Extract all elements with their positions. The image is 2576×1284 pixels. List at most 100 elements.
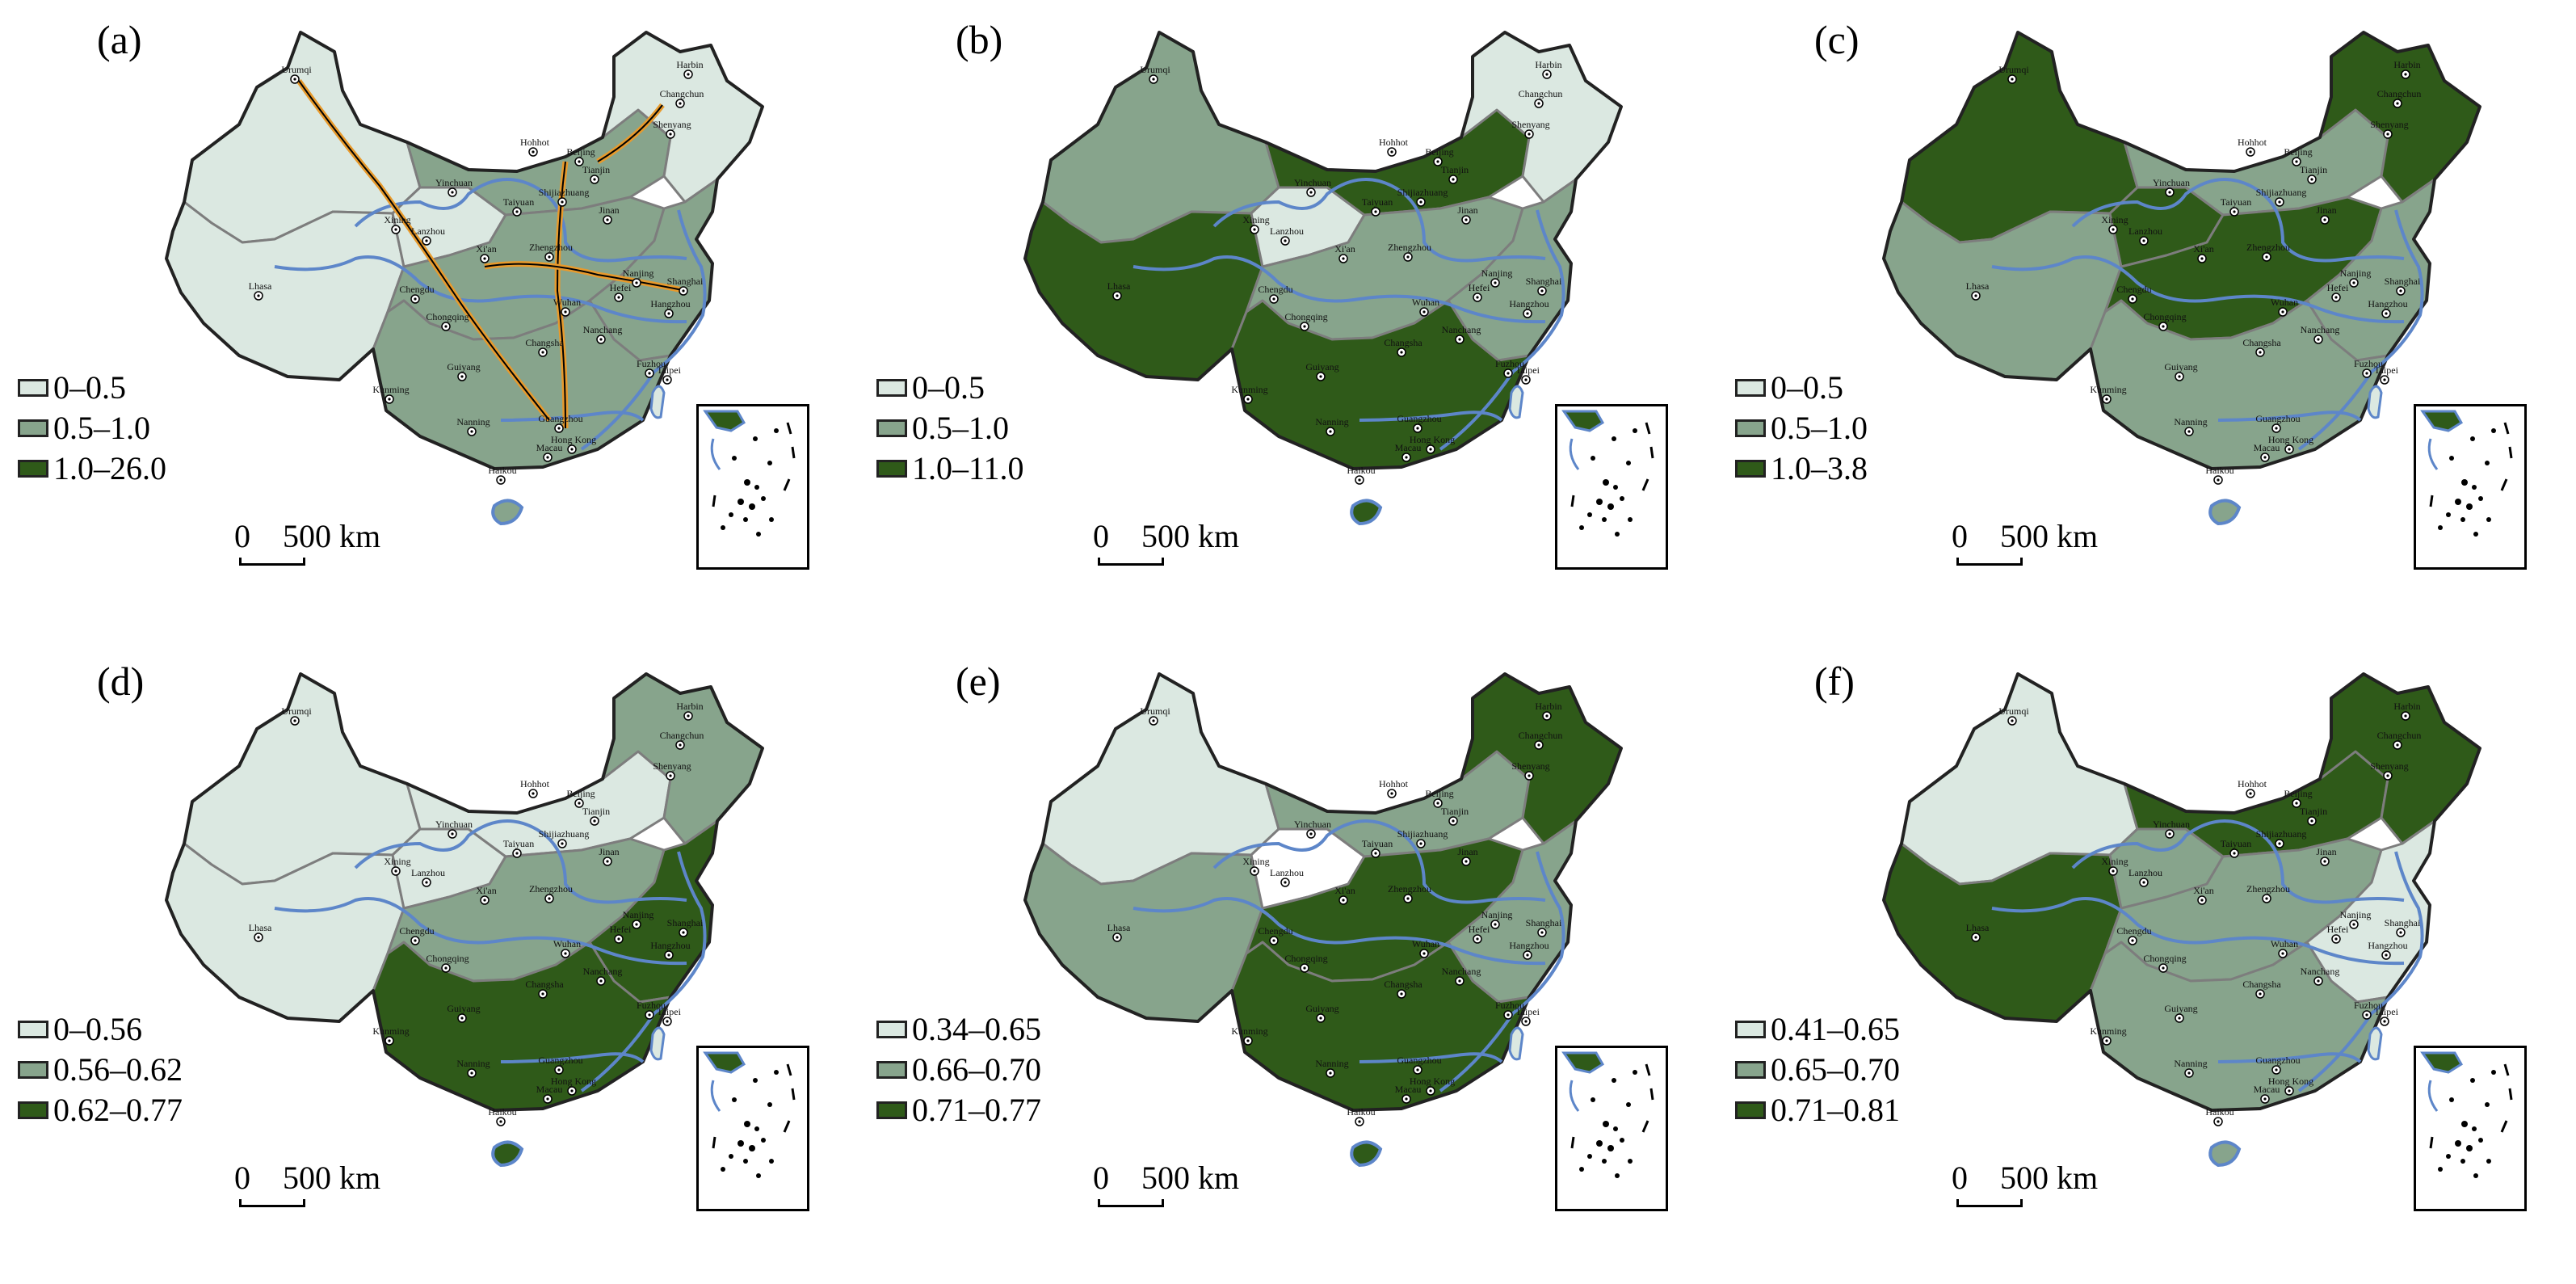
city-label-shijiazhuang: Shijiazhuang: [539, 187, 590, 198]
map-panel-d: Urumqi Harbin Changchun Shenyang Hohhot Beiji…: [0, 642, 859, 1283]
city-dot-center: [2142, 239, 2145, 242]
city-label-lanzhou: Lanzhou: [411, 225, 445, 237]
city-marker-guangzhou: Guangzhou: [538, 1055, 583, 1075]
city-label-hefei: Hefei: [1469, 282, 1490, 293]
scale-bar-distance: 500 km: [2000, 518, 2099, 554]
taiwan-island: [649, 1026, 666, 1061]
city-dot-center: [2278, 842, 2281, 845]
city-label-urumqi: Urumqi: [281, 64, 312, 75]
city-dot-center: [593, 178, 596, 181]
city-marker-shenyang: Shenyang: [2370, 119, 2409, 139]
city-marker-harbin: Harbin: [676, 701, 704, 721]
city-dot-center: [564, 310, 567, 314]
city-marker-tianjin: Tianjin: [1441, 164, 1469, 184]
city-marker-chengdu: Chengdu: [1258, 925, 1293, 945]
city-marker-changsha: Changsha: [525, 337, 564, 357]
city-marker-taipei: Taipei: [657, 1006, 682, 1026]
legend-item-low: 0–0.5: [1735, 368, 1868, 408]
city-dot-center: [2288, 448, 2291, 451]
city-marker-beijing: Beijing: [566, 788, 595, 808]
city-marker-yinchuan: Yinchuan: [435, 177, 473, 197]
city-marker-changsha: Changsha: [2242, 979, 2281, 999]
inset-map: [703, 410, 796, 537]
city-marker-chongqing: Chongqing: [2143, 311, 2187, 331]
south-china-sea-inset: [2414, 404, 2527, 570]
city-dot-center: [1253, 228, 1256, 231]
city-marker-taipei: Taipei: [657, 364, 682, 385]
city-marker-harbin: Harbin: [2393, 59, 2421, 79]
city-marker-zhengzhou: Zhengzhou: [529, 883, 573, 903]
legend-item-mid: 0.66–0.70: [876, 1050, 1041, 1090]
city-dot-center: [2385, 954, 2388, 957]
city-label-kunming: Kunming: [1231, 1025, 1267, 1037]
city-label-kunming: Kunming: [2090, 1025, 2126, 1037]
city-label-lanzhou: Lanzhou: [411, 867, 445, 878]
city-marker-guangzhou: Guangzhou: [538, 413, 583, 433]
city-label-tianjin: Tianjin: [582, 806, 610, 817]
river-line: [500, 1052, 645, 1063]
city-label-guangzhou: Guangzhou: [538, 413, 582, 424]
city-label-hohhot: Hohhot: [520, 778, 550, 789]
city-dot-center: [1540, 931, 1544, 934]
city-dot-center: [2399, 289, 2402, 293]
legend-item-low: 0.34–0.65: [876, 1009, 1041, 1050]
city-marker-hangzhou: Hangzhou: [1509, 298, 1549, 318]
scale-bar: 0 500 km: [234, 1159, 412, 1215]
city-label-hangzhou: Hangzhou: [1509, 940, 1549, 951]
city-label-taipei: Taipei: [2374, 1006, 2398, 1017]
city-marker-chengdu: Chengdu: [399, 284, 435, 304]
city-dot-center: [1374, 852, 1377, 855]
railway-line-core: [484, 263, 687, 292]
city-label-harbin: Harbin: [2393, 701, 2420, 712]
city-dot-center: [557, 427, 561, 430]
city-dot-center: [1974, 936, 1977, 939]
city-dot-center: [2233, 852, 2236, 855]
city-marker-nanning: Nanning: [456, 416, 490, 436]
inset-map: [1561, 1051, 1654, 1178]
legend-item-low: 0–0.5: [876, 368, 1024, 408]
city-marker-nanchang: Nanchang: [583, 324, 622, 344]
city-dot-center: [293, 78, 296, 81]
city-dot-center: [2323, 218, 2326, 221]
city-marker-taipei: Taipei: [2374, 1006, 2399, 1026]
city-label-jinan: Jinan: [1457, 846, 1477, 857]
scale-bar-distance: 500 km: [2000, 1160, 2099, 1196]
city-label-hangzhou: Hangzhou: [650, 940, 690, 951]
city-marker-haikou: Haikou: [2205, 465, 2234, 485]
city-marker-jinan: Jinan: [2316, 846, 2337, 866]
city-marker-hohhot: Hohhot: [2238, 137, 2267, 157]
hainan-island: [491, 1140, 524, 1168]
city-dot-center: [2265, 255, 2268, 259]
city-dot-center: [388, 1039, 391, 1042]
city-label-beijing: Beijing: [2284, 788, 2312, 799]
panel-label: (c): [1814, 17, 1860, 62]
city-label-xian: Xi'an: [476, 243, 497, 255]
city-marker-shijiazhuang: Shijiazhuang: [539, 187, 590, 207]
city-marker-zhengzhou: Zhengzhou: [1388, 883, 1431, 903]
city-dot-center: [470, 430, 473, 433]
city-label-kunming: Kunming: [372, 384, 409, 395]
legend-item-mid: 0.5–1.0: [876, 408, 1024, 448]
scale-bar: 0 500 km: [234, 517, 412, 574]
river-line: [1212, 178, 1546, 263]
city-marker-macau: Macau: [536, 1084, 562, 1104]
city-dot-center: [2404, 73, 2407, 76]
city-marker-lanzhou: Lanzhou: [1270, 867, 1304, 887]
city-label-nanjing: Nanjing: [623, 909, 654, 920]
city-dot-center: [2162, 325, 2165, 328]
city-marker-taiyuan: Taiyuan: [503, 838, 534, 858]
city-label-taipei: Taipei: [2374, 364, 2398, 376]
city-label-beijing: Beijing: [2284, 146, 2312, 158]
city-label-wuhan: Wuhan: [2271, 297, 2298, 308]
city-marker-fuzhou: Fuzhou: [1495, 358, 1524, 378]
city-dot-center: [570, 1089, 574, 1092]
city-label-shenyang: Shenyang: [1511, 119, 1549, 130]
river-line: [580, 851, 707, 1092]
river-line: [1439, 851, 1565, 1092]
city-label-shijiazhuang: Shijiazhuang: [2256, 828, 2307, 840]
city-marker-fuzhou: Fuzhou: [2354, 358, 2383, 378]
city-label-guiyang: Guiyang: [1305, 361, 1338, 373]
city-label-guiyang: Guiyang: [2164, 361, 2197, 373]
city-dot-center: [1253, 869, 1256, 873]
city-dot-center: [2011, 78, 2014, 81]
